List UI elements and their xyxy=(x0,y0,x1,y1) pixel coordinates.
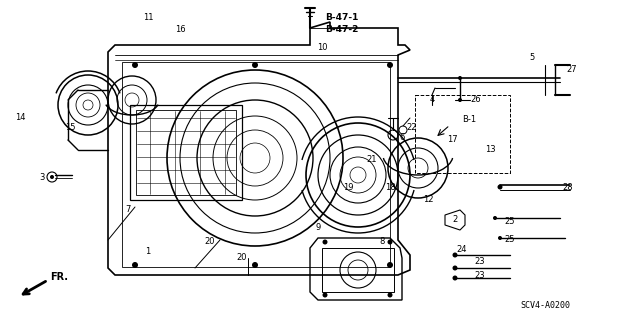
Circle shape xyxy=(452,266,458,270)
Text: 12: 12 xyxy=(423,196,433,204)
Circle shape xyxy=(452,252,458,258)
Text: 17: 17 xyxy=(447,135,458,145)
Text: 4: 4 xyxy=(429,95,435,105)
Text: 1: 1 xyxy=(145,247,150,257)
Text: 27: 27 xyxy=(566,66,577,75)
Text: FR.: FR. xyxy=(50,272,68,282)
Text: 24: 24 xyxy=(457,245,467,254)
Text: SCV4-A0200: SCV4-A0200 xyxy=(520,300,570,309)
Circle shape xyxy=(132,62,138,68)
Text: 22: 22 xyxy=(407,124,417,132)
Text: 18: 18 xyxy=(385,183,396,193)
Text: B-47-1: B-47-1 xyxy=(325,13,358,22)
Circle shape xyxy=(387,62,393,68)
Circle shape xyxy=(50,175,54,179)
Text: 8: 8 xyxy=(380,237,385,246)
Text: 26: 26 xyxy=(470,95,481,105)
Bar xyxy=(415,95,510,173)
Text: 25: 25 xyxy=(505,236,515,244)
Circle shape xyxy=(323,292,328,298)
Bar xyxy=(130,105,242,200)
Circle shape xyxy=(498,236,502,240)
Circle shape xyxy=(387,262,393,268)
Text: 21: 21 xyxy=(367,156,377,164)
Text: 9: 9 xyxy=(316,223,321,233)
Circle shape xyxy=(132,262,138,268)
Text: 11: 11 xyxy=(143,13,153,22)
Circle shape xyxy=(387,292,392,298)
Text: 13: 13 xyxy=(484,146,495,155)
Circle shape xyxy=(497,185,502,189)
Text: 14: 14 xyxy=(15,114,25,123)
Text: 15: 15 xyxy=(65,124,76,132)
Text: 23: 23 xyxy=(475,258,485,267)
Text: 6: 6 xyxy=(399,133,404,142)
Circle shape xyxy=(458,98,462,102)
Text: 10: 10 xyxy=(317,44,327,52)
Text: 20: 20 xyxy=(237,253,247,262)
Bar xyxy=(122,62,390,267)
Text: 19: 19 xyxy=(343,183,353,193)
Circle shape xyxy=(458,76,462,80)
Bar xyxy=(136,110,236,195)
Circle shape xyxy=(387,239,392,244)
Text: B-1: B-1 xyxy=(462,116,476,124)
Text: 20: 20 xyxy=(205,237,215,246)
Circle shape xyxy=(252,62,258,68)
Text: 16: 16 xyxy=(175,26,186,35)
Circle shape xyxy=(323,239,328,244)
Circle shape xyxy=(452,276,458,281)
Bar xyxy=(322,248,394,292)
Circle shape xyxy=(493,216,497,220)
Text: 28: 28 xyxy=(563,183,573,193)
Text: 7: 7 xyxy=(125,205,131,214)
Circle shape xyxy=(252,262,258,268)
Text: B-47-2: B-47-2 xyxy=(325,26,358,35)
Text: 23: 23 xyxy=(475,270,485,279)
Text: 2: 2 xyxy=(452,215,458,225)
Text: 5: 5 xyxy=(529,53,534,62)
Text: 3: 3 xyxy=(39,173,45,182)
Text: 25: 25 xyxy=(505,218,515,227)
